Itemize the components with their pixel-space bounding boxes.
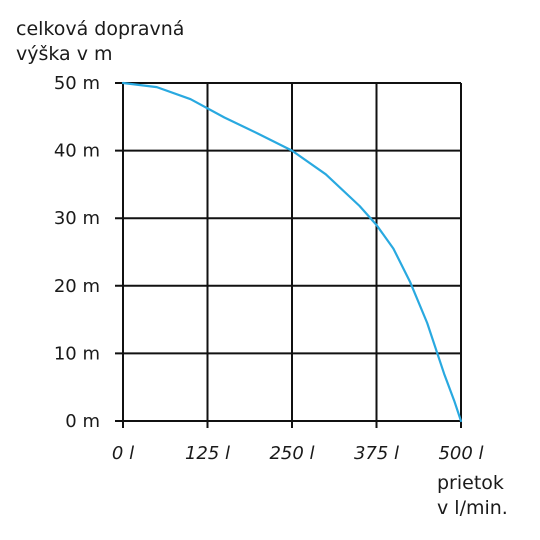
x-tick-label: 375 l (354, 443, 399, 464)
y-tick-label: 0 m (65, 411, 100, 432)
series-line (121, 81, 463, 423)
y-axis-label-line-1: celková dopravná (16, 18, 184, 40)
y-tick-label: 30 m (54, 208, 100, 229)
y-tick-label: 40 m (54, 141, 100, 162)
x-tick-labels: 0 l 125 l 250 l 375 l 500 l (112, 443, 484, 464)
series-group (121, 81, 463, 423)
y-tick-label: 50 m (54, 73, 100, 94)
y-tick-labels: 0 m 10 m 20 m 30 m 40 m 50 m (54, 73, 100, 432)
x-tick-label: 500 l (438, 443, 483, 464)
x-axis-label-line-1: prietok (437, 472, 504, 494)
y-tick-label: 10 m (54, 343, 100, 364)
y-axis-label-line-2: výška v m (16, 43, 113, 65)
grid (115, 82, 462, 428)
y-tick-label: 20 m (54, 276, 100, 297)
x-tick-label: 250 l (269, 443, 314, 464)
x-axis-label-line-2: v l/min. (437, 497, 508, 519)
x-tick-label: 0 l (112, 443, 134, 464)
x-tick-label: 125 l (185, 443, 230, 464)
